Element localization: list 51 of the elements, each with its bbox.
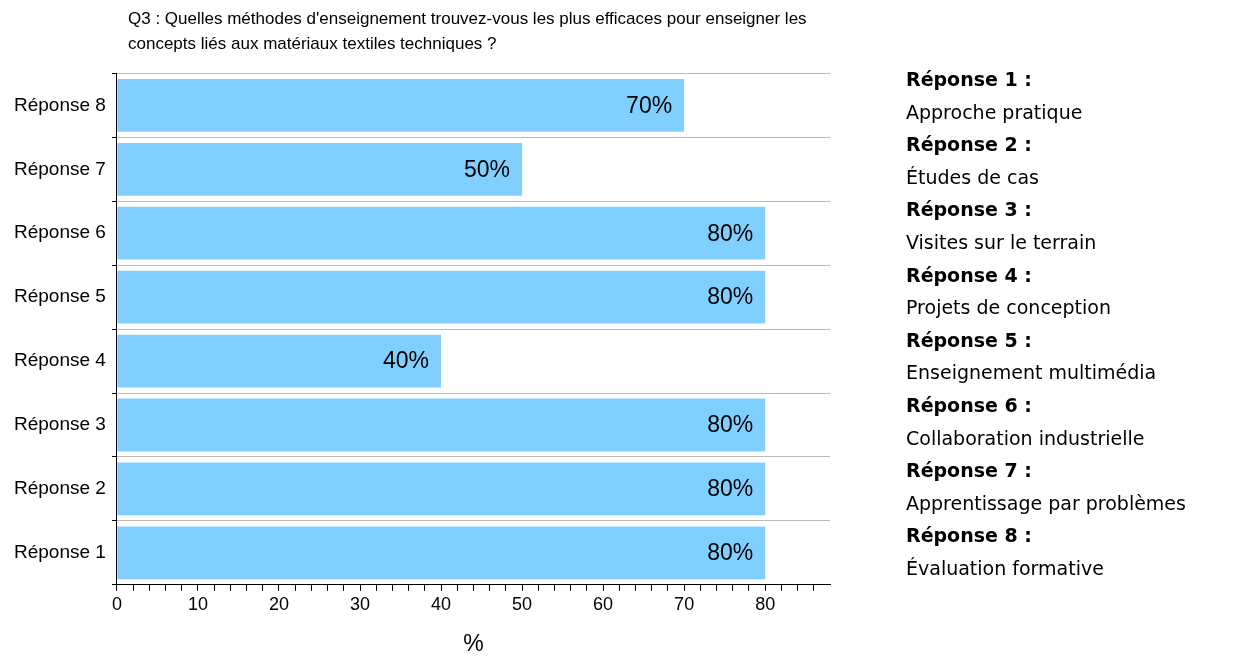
text: Projets de conception (906, 295, 1112, 321)
text: Réponse 7 : (906, 458, 1033, 484)
x-tick-label: 0 (111, 593, 122, 614)
chart-title: Q3 : Quelles méthodes d'enseignement trouvez-vous les plus efficaces pour enseigner les concepts liés aux matériaux textiles techniques ? (128, 8, 808, 55)
data-label: 80% (707, 475, 754, 502)
data-label: 40% (382, 347, 430, 374)
x-tick-label: 20 (268, 593, 289, 614)
x-axis-title: % (463, 629, 484, 656)
data-label: 80% (707, 283, 754, 310)
x-tick-label: 40 (431, 593, 452, 614)
text: Apprentissage par problèmes (906, 490, 1186, 516)
y-tick-label: Réponse 8 (14, 93, 106, 115)
y-tick-label: Réponse 1 (14, 541, 106, 563)
text: Réponse 4 : (906, 262, 1033, 288)
data-label: 50% (464, 155, 511, 182)
text: Réponse 3 : (906, 197, 1033, 223)
text: Enseignement multimédia (906, 360, 1158, 386)
y-tick-label: Réponse 2 (14, 477, 106, 499)
text: Réponse 6 : (906, 392, 1033, 418)
text: Collaboration industrielle (906, 425, 1146, 451)
x-tick-label: 70 (674, 593, 695, 614)
text: Études de cas (906, 164, 1040, 190)
y-tick-label: Réponse 6 (14, 221, 106, 243)
text: Réponse 5 : (906, 327, 1033, 353)
x-tick-label: 60 (593, 593, 614, 614)
bar (117, 206, 766, 260)
bar (117, 78, 685, 132)
x-tick-label: 30 (349, 593, 371, 614)
y-tick-label: Réponse 4 (14, 349, 107, 371)
text: Réponse 8 : (906, 523, 1033, 549)
bar (117, 462, 766, 516)
y-tick-label: Réponse 7 (14, 157, 106, 179)
bar (117, 142, 523, 196)
text: Visites sur le terrain (906, 229, 1098, 255)
data-label: 70% (626, 91, 673, 118)
text: Approche pratique (906, 99, 1084, 125)
y-tick-label: Réponse 3 (14, 413, 106, 435)
data-label: 80% (707, 411, 754, 438)
data-label: 80% (707, 539, 754, 566)
bar (117, 334, 442, 388)
x-tick-label: 80 (755, 593, 776, 614)
text: Réponse 1 : (906, 67, 1033, 92)
x-tick-label: 10 (187, 593, 208, 614)
bar (117, 270, 766, 324)
data-label: 80% (707, 219, 754, 246)
y-tick-label: Réponse 5 (14, 285, 106, 307)
text: Évaluation formative (906, 555, 1105, 581)
x-tick-label: 50 (512, 593, 533, 614)
bar (117, 526, 766, 580)
text: Réponse 2 : (906, 132, 1033, 158)
bar (117, 398, 766, 452)
